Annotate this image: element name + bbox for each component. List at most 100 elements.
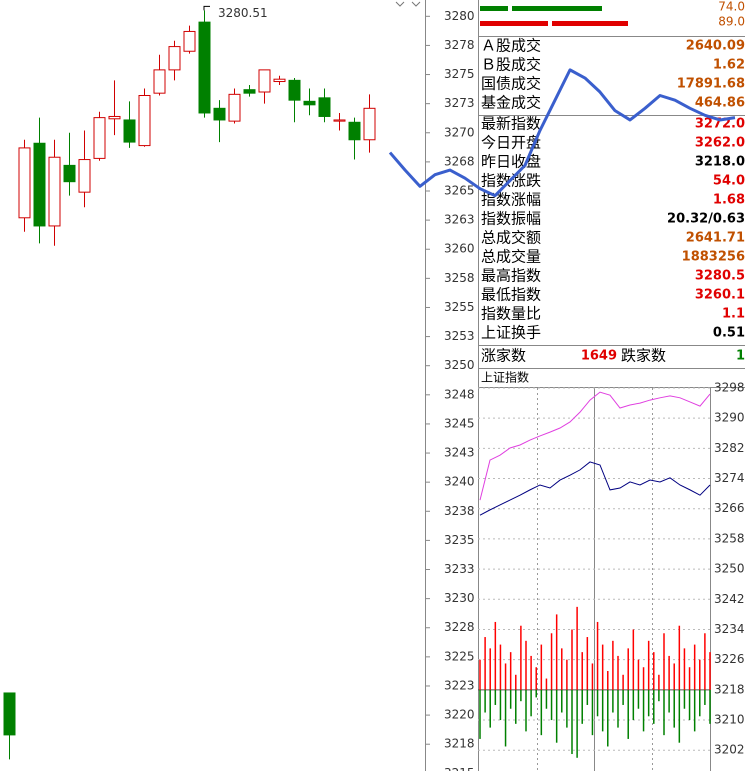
candle-body bbox=[18, 147, 31, 219]
row-value: 2640.09 bbox=[686, 39, 745, 54]
volume-bar bbox=[566, 689, 568, 728]
volume-bar bbox=[596, 621, 599, 690]
candle-body bbox=[333, 119, 346, 122]
volume-bar bbox=[550, 689, 553, 721]
row-label: 上证换手 bbox=[481, 324, 541, 342]
breadth-label: 跌家数 bbox=[621, 347, 666, 365]
volume-bar bbox=[540, 689, 543, 736]
volume-bar bbox=[555, 614, 558, 690]
volume-bar bbox=[571, 629, 573, 690]
ratio-bar bbox=[552, 21, 628, 26]
ratio-value: 89.0 bbox=[718, 15, 745, 29]
row-label: 总成交量 bbox=[481, 248, 541, 266]
volume-bar bbox=[561, 689, 563, 713]
candle-body bbox=[3, 692, 16, 736]
mini-tick-label: 3266 bbox=[714, 501, 745, 515]
ratio-value: 74.0 bbox=[718, 0, 745, 14]
overlay-line bbox=[388, 68, 736, 198]
y-tick-label: 3223 bbox=[444, 678, 475, 692]
volume-bar bbox=[673, 689, 675, 728]
volume-bar bbox=[571, 689, 573, 755]
mini-title: 上证指数 bbox=[481, 370, 529, 385]
volume-bar bbox=[688, 689, 691, 721]
volume-bar bbox=[489, 648, 491, 690]
mini-tick-label: 3226 bbox=[714, 652, 745, 666]
y-tick-label: 3248 bbox=[444, 387, 475, 401]
volume-bar bbox=[653, 652, 655, 690]
dropdown-icon[interactable] bbox=[395, 1, 421, 7]
row-value: 1.68 bbox=[713, 193, 745, 208]
row-value: 3272.0 bbox=[695, 117, 745, 132]
volume-bar bbox=[596, 689, 599, 717]
candle-body bbox=[228, 93, 241, 122]
volume-bar bbox=[499, 689, 502, 721]
candle-body bbox=[303, 100, 316, 106]
mini-tick-label: 3210 bbox=[714, 713, 745, 727]
y-tick-label: 3215 bbox=[444, 766, 475, 771]
volume-bar bbox=[566, 659, 568, 690]
volume-bar bbox=[545, 689, 548, 709]
ratio-bar bbox=[512, 6, 602, 11]
volume-bar bbox=[653, 689, 655, 724]
row-label: 昨日收盘 bbox=[481, 153, 541, 171]
y-tick-label: 3225 bbox=[444, 649, 475, 663]
breadth-value: 1649 bbox=[581, 349, 617, 364]
volume-bar bbox=[586, 689, 589, 705]
volume-bar bbox=[479, 689, 481, 739]
candle-body bbox=[123, 119, 136, 143]
volume-bar bbox=[622, 674, 624, 690]
y-tick-label: 3235 bbox=[444, 533, 475, 547]
volume-bar bbox=[535, 667, 537, 690]
breadth-value: 1 bbox=[736, 349, 745, 364]
volume-bar bbox=[632, 689, 635, 721]
candle-body bbox=[318, 97, 331, 117]
volume-bar bbox=[601, 689, 604, 732]
volume-bar bbox=[704, 633, 706, 690]
y-tick-label: 3278 bbox=[444, 38, 475, 52]
volume-bar bbox=[612, 640, 614, 690]
volume-bar bbox=[525, 689, 527, 732]
volume-bar bbox=[693, 689, 696, 732]
y-tick-label: 3280 bbox=[444, 9, 475, 23]
candle-body bbox=[138, 95, 151, 147]
mini-tick-label: 3218 bbox=[714, 682, 745, 696]
candle-body bbox=[363, 107, 376, 141]
row-value: 1883256 bbox=[682, 250, 745, 265]
candle-body bbox=[213, 107, 226, 121]
row-label: 指数量比 bbox=[481, 305, 541, 323]
volume-bar bbox=[509, 689, 512, 709]
candle-body bbox=[198, 21, 211, 114]
volume-bar bbox=[504, 689, 507, 747]
volume-bar bbox=[647, 689, 650, 717]
y-tick-label: 3255 bbox=[444, 300, 475, 314]
volume-bar bbox=[509, 652, 512, 690]
volume-bar bbox=[642, 667, 645, 690]
y-tick-label: 3243 bbox=[444, 446, 475, 460]
volume-bar bbox=[688, 667, 691, 690]
row-label: 总成交额 bbox=[481, 229, 541, 247]
volume-bar bbox=[484, 637, 486, 690]
row-label: 国债成交 bbox=[481, 75, 541, 93]
candle-body bbox=[33, 142, 46, 227]
y-tick-label: 3228 bbox=[444, 620, 475, 634]
volume-bar bbox=[704, 689, 706, 705]
volume-bar bbox=[520, 625, 522, 690]
volume-bar bbox=[673, 663, 675, 690]
volume-bar bbox=[530, 655, 532, 690]
volume-bar bbox=[699, 659, 701, 690]
volume-bar bbox=[637, 659, 640, 690]
y-tick-label: 3258 bbox=[444, 271, 475, 285]
row-label: 今日开盘 bbox=[481, 134, 541, 152]
mini-tick-label: 3202 bbox=[714, 743, 745, 757]
volume-bar bbox=[561, 648, 563, 690]
candle-body bbox=[258, 69, 271, 93]
y-tick-label: 3253 bbox=[444, 329, 475, 343]
mini-tick-label: 3242 bbox=[714, 592, 745, 606]
volume-bar bbox=[515, 674, 517, 690]
volume-bar bbox=[709, 689, 711, 724]
candle-body bbox=[168, 46, 181, 71]
volume-bar bbox=[515, 689, 517, 724]
volume-bar bbox=[678, 625, 681, 690]
volume-bar bbox=[576, 606, 578, 690]
